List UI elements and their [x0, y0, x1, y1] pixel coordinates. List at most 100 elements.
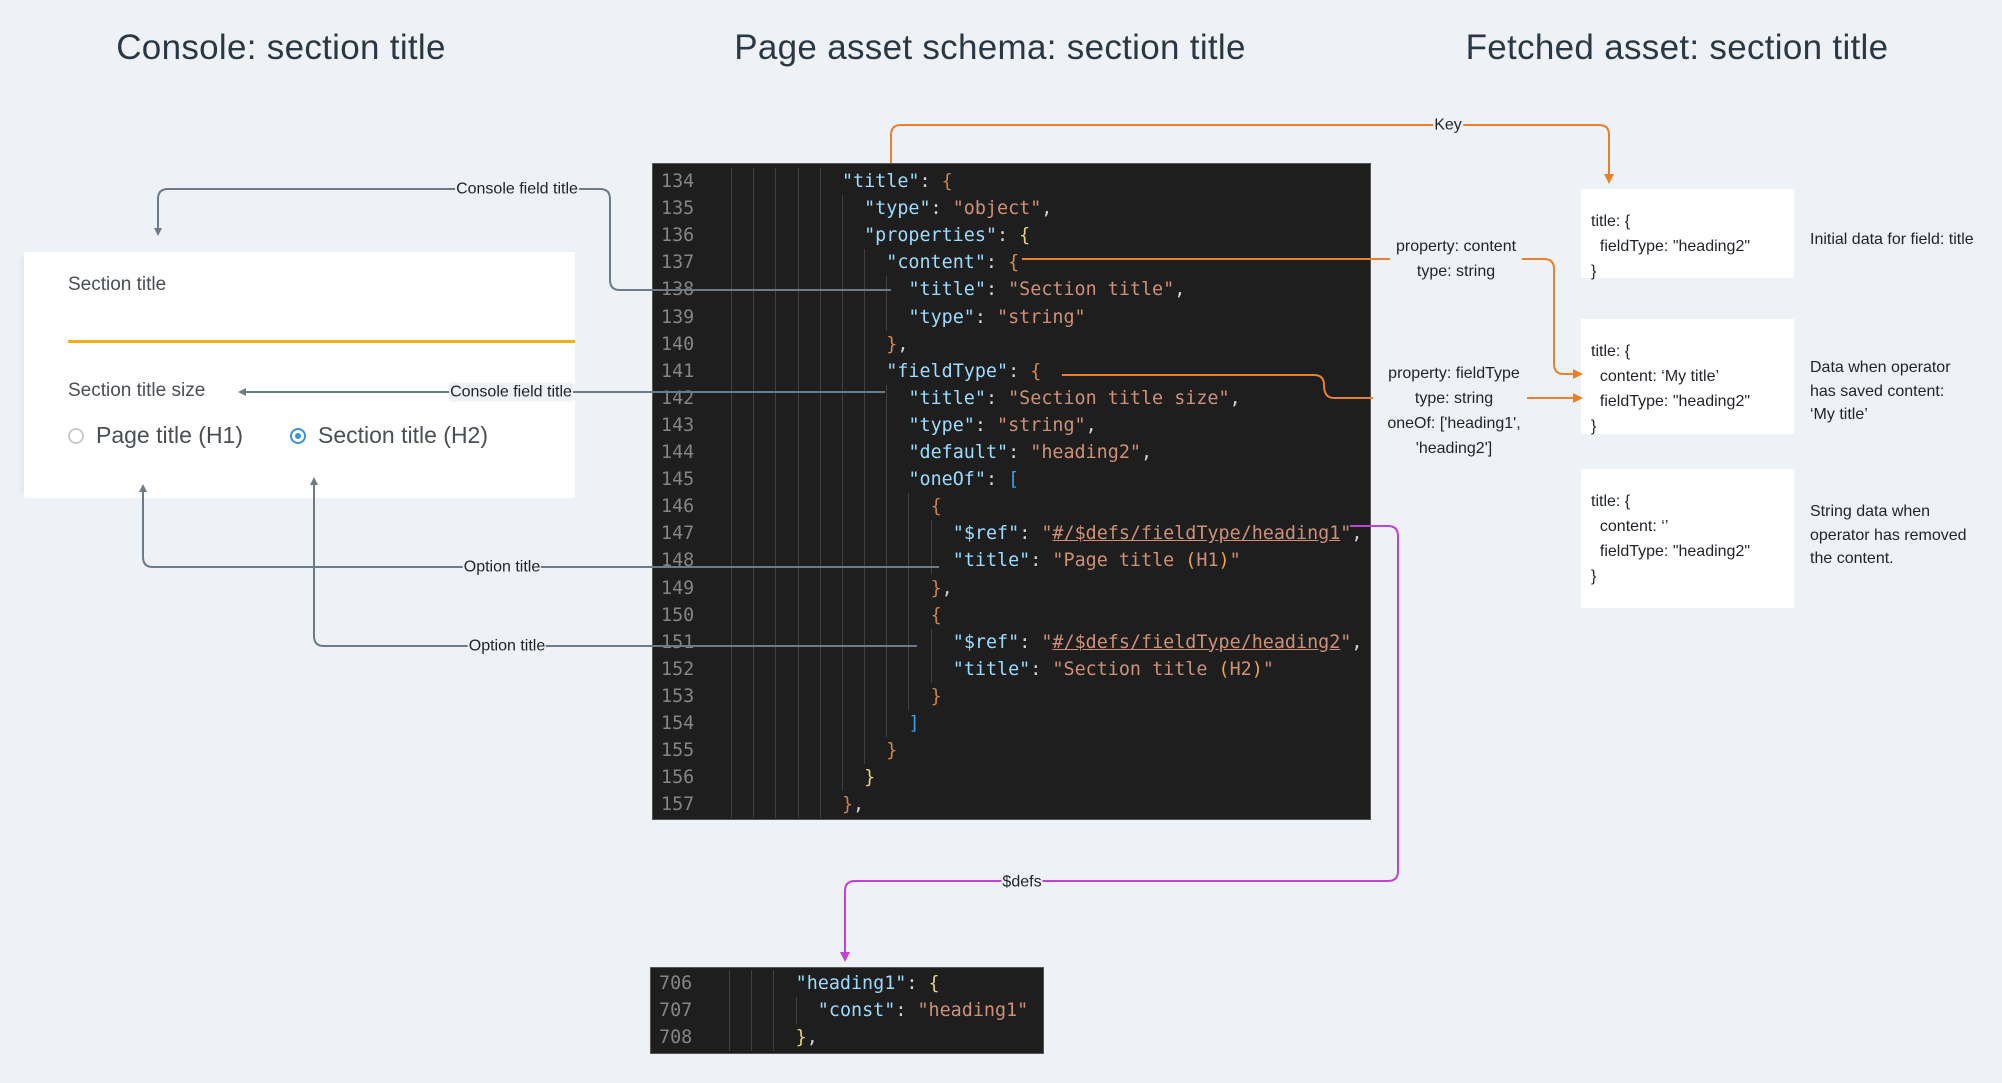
line-number: 153: [661, 685, 695, 707]
code-line[interactable]: 148 "title": "Page title (H1)": [653, 547, 1370, 574]
code-line[interactable]: 143 "type": "string",: [653, 412, 1370, 439]
json-punctuation: {: [1030, 360, 1042, 382]
json-key: "content": [886, 252, 986, 274]
line-number: 152: [661, 658, 695, 680]
code-line[interactable]: 149},: [653, 575, 1370, 602]
code-text: "title": "Page title (H1)": [953, 547, 1241, 574]
fetched-card-initial: title: { fieldType: "heading2" }: [1581, 189, 1794, 280]
json-punctuation: }: [795, 1027, 807, 1049]
line-number: 156: [661, 767, 695, 789]
code-text: "properties": {: [864, 222, 1030, 249]
json-string[interactable]: #/$defs/fieldType/heading1: [1052, 523, 1341, 545]
code-line[interactable]: 136 "properties": {: [653, 222, 1370, 249]
code-line[interactable]: 157},: [653, 791, 1370, 818]
code-line[interactable]: 138 "title": "Section title",: [653, 276, 1370, 303]
code-line[interactable]: 708},: [651, 1024, 1043, 1051]
line-number: 150: [661, 604, 695, 626]
code-text: "$ref": "#/$defs/fieldType/heading2",: [953, 629, 1363, 656]
json-string: "Page title: [1052, 550, 1186, 572]
schema-code-editor[interactable]: 134 "title": {135 "type": "object", 136 "pro…: [652, 163, 1371, 820]
code-line[interactable]: 141 "fieldType": {: [653, 358, 1370, 385]
radio-section-title-h2[interactable]: [290, 428, 306, 444]
code-text: }: [931, 683, 942, 710]
code-line[interactable]: 145 "oneOf": [: [653, 466, 1370, 493]
line-number: 136: [661, 225, 695, 247]
json-punctuation: ,: [1140, 442, 1153, 463]
code-text: {: [931, 493, 942, 520]
line-number: 137: [661, 252, 695, 274]
line-number: 706: [659, 973, 693, 994]
code-line[interactable]: 706 "heading1": {: [651, 970, 1043, 997]
json-punctuation: ,: [897, 333, 909, 355]
code-line[interactable]: 135 "type": "object",: [653, 195, 1370, 222]
code-text: "const": "heading1": [818, 997, 1028, 1024]
json-punctuation: :: [985, 279, 1009, 301]
json-punctuation: ,: [1041, 198, 1053, 220]
json-key: "const": [817, 1000, 896, 1022]
console-field-title-label-1: Console field title: [455, 179, 579, 199]
code-line[interactable]: 139 "type": "string": [653, 304, 1370, 331]
option-title-label-2: Option title: [467, 636, 547, 656]
code-line[interactable]: 707 "const": "heading1": [651, 997, 1043, 1024]
json-punctuation: :: [906, 973, 929, 994]
json-string: "heading1": [917, 1000, 1029, 1022]
json-key: "type": [908, 414, 975, 436]
json-punctuation: }: [886, 740, 898, 762]
line-number: 139: [661, 306, 695, 328]
code-line[interactable]: 155}: [653, 737, 1370, 764]
section-title-input[interactable]: [68, 302, 575, 340]
code-line[interactable]: 134 "title": {: [653, 168, 1370, 195]
code-line[interactable]: 144 "default": "heading2",: [653, 439, 1370, 466]
json-punctuation: :: [985, 387, 1009, 409]
fetched-card-removed: title: { content: ‘’ fieldType: "heading…: [1581, 469, 1794, 608]
code-line[interactable]: 146 {: [653, 493, 1370, 520]
line-number: 148: [661, 550, 695, 572]
json-string: "object": [952, 198, 1042, 220]
line-number: 135: [661, 198, 695, 220]
code-line[interactable]: 156}: [653, 764, 1370, 791]
json-punctuation: {: [1008, 252, 1020, 274]
radio-page-title-h1[interactable]: [68, 428, 84, 444]
json-punctuation: }: [841, 794, 854, 816]
json-string[interactable]: #/$defs/fieldType/heading2: [1052, 631, 1341, 653]
json-key: "type": [908, 306, 975, 328]
line-number: 707: [659, 1000, 693, 1022]
option-label-section-title-h2[interactable]: Section title (H2): [318, 422, 489, 448]
json-punctuation: ,: [806, 1027, 818, 1049]
json-punctuation: }: [930, 685, 942, 707]
code-line[interactable]: 137 "content": {: [653, 249, 1370, 276]
code-text: "title": "Section title size",: [908, 385, 1240, 412]
json-punctuation: :: [1019, 523, 1042, 545]
code-line[interactable]: 152 "title": "Section title (H2)": [653, 656, 1370, 683]
json-string: ": [1041, 523, 1053, 545]
json-punctuation: ,: [1351, 523, 1363, 545]
code-line[interactable]: 147 "$ref": "#/$defs/fieldType/heading1",: [653, 520, 1370, 547]
defs-code-editor[interactable]: 706 "heading1": {707 "const": "heading1" 70…: [650, 967, 1044, 1054]
option-label-page-title-h1[interactable]: Page title (H1): [96, 422, 244, 448]
code-text: "content": {: [886, 249, 1019, 276]
json-string: H2: [1229, 658, 1252, 680]
json-punctuation: :: [919, 171, 942, 192]
fetched-heading: Fetched asset: section title: [1465, 28, 1889, 67]
code-text: "oneOf": [: [908, 466, 1019, 493]
json-string: "string": [997, 306, 1086, 328]
code-line[interactable]: 150 {: [653, 602, 1370, 629]
schema-heading: Page asset schema: section title: [734, 28, 1246, 67]
code-text: },: [842, 791, 864, 818]
json-punctuation: {: [1019, 225, 1031, 247]
code-line[interactable]: 151 "$ref": "#/$defs/fieldType/heading2",: [653, 629, 1370, 656]
json-punctuation: :: [974, 306, 998, 328]
code-line[interactable]: 140},: [653, 331, 1370, 358]
indent-guide: [886, 276, 888, 331]
code-line[interactable]: 153}: [653, 683, 1370, 710]
section-title-label: Section title: [68, 274, 167, 295]
json-string: "Section title size": [1008, 387, 1230, 409]
line-number: 134: [661, 171, 695, 192]
indent-guide: [773, 970, 775, 1052]
json-key: "title": [952, 658, 1031, 680]
code-line[interactable]: 154]: [653, 710, 1370, 737]
json-punctuation: ]: [908, 713, 920, 734]
json-key: "type": [864, 198, 931, 220]
code-line[interactable]: 142 "title": "Section title size",: [653, 385, 1370, 412]
code-text: "title": "Section title",: [908, 276, 1185, 303]
